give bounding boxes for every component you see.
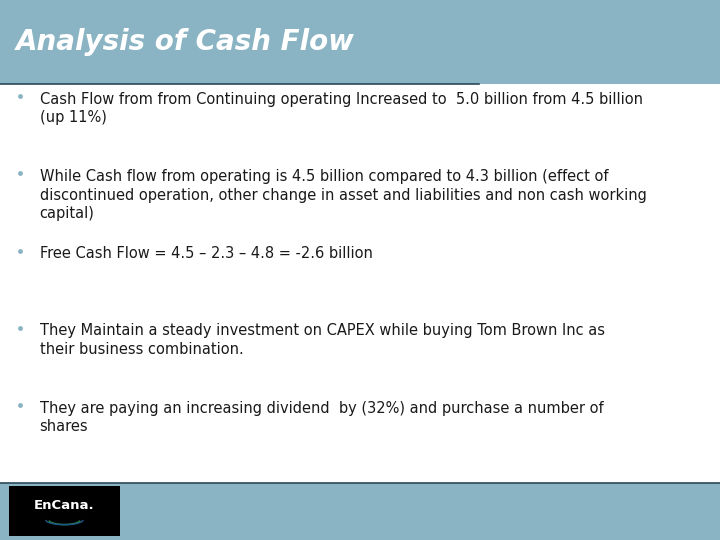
Bar — [0, 84, 720, 483]
Text: Cash Flow from from Continuing operating Increased to  5.0 billion from 4.5 bill: Cash Flow from from Continuing operating… — [40, 92, 643, 125]
Bar — [9, 486, 120, 536]
Text: They are paying an increasing dividend  by (32%) and purchase a number of
shares: They are paying an increasing dividend b… — [40, 401, 603, 434]
Bar — [0, 483, 720, 540]
Bar — [0, 0, 720, 84]
Text: Free Cash Flow = 4.5 – 2.3 – 4.8 = -2.6 billion: Free Cash Flow = 4.5 – 2.3 – 4.8 = -2.6 … — [40, 246, 372, 261]
Text: They Maintain a steady investment on CAPEX while buying Tom Brown Inc as
their b: They Maintain a steady investment on CAP… — [40, 323, 605, 357]
Bar — [0, 84, 479, 99]
Text: EnCana.: EnCana. — [34, 500, 95, 512]
Text: Analysis of Cash Flow: Analysis of Cash Flow — [16, 28, 355, 56]
Text: While Cash flow from operating is 4.5 billion compared to 4.3 billion (effect of: While Cash flow from operating is 4.5 bi… — [40, 169, 647, 221]
